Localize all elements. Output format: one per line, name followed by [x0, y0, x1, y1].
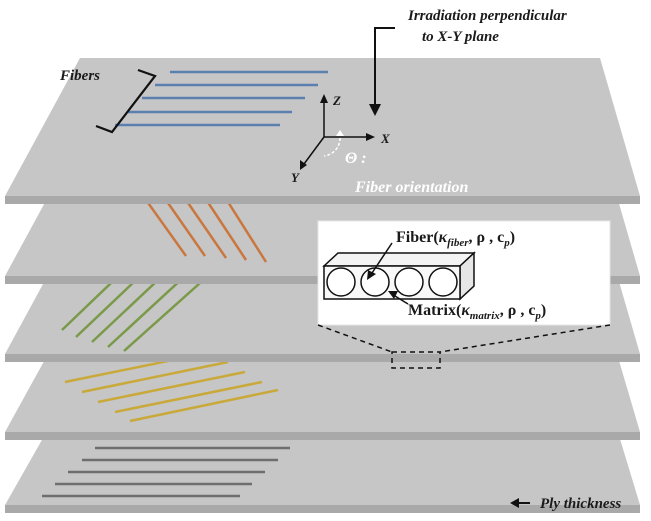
axis-y-arrowhead — [300, 160, 307, 170]
inset-fiber-circles — [326, 267, 458, 297]
axis-x-label: X — [380, 131, 390, 146]
ply-5-fibers — [42, 446, 290, 498]
axis-z-label: Z — [332, 93, 341, 108]
inset-fiber-label: Fiber(κfiber, ρ , cp) — [396, 229, 515, 249]
ply-thickness-arrowhead — [510, 498, 519, 508]
axis-x-arrowhead — [366, 133, 375, 141]
inset-matrix-label: Matrix(κmatrix, ρ , cp) — [408, 302, 546, 322]
fiber-pointer-arrowhead — [367, 270, 376, 280]
fibers-label: Fibers — [59, 68, 100, 84]
irradiation-arrowhead — [369, 104, 381, 116]
ply-1 — [5, 58, 640, 204]
matrix-pointer-arrowhead — [388, 291, 398, 299]
theta-label: Θ : — [345, 150, 367, 167]
axes — [303, 100, 368, 165]
irradiation-label-line1: Irradiation perpendicular — [407, 8, 567, 24]
inset-box-top — [322, 252, 476, 267]
theta-arc-arrowhead — [336, 130, 344, 136]
axis-y-label: Y — [291, 170, 300, 185]
ply-thickness-label: Ply thickness — [540, 496, 621, 512]
inset-callout: Fiber(κfiber, ρ , cp) Matrix(κmatrix, ρ … — [317, 220, 611, 326]
fiber-orientation-label: Fiber orientation — [354, 179, 468, 196]
irradiation-label-line2: to X-Y plane — [422, 29, 499, 45]
irradiation-arrow — [374, 27, 395, 106]
zoom-indicator — [317, 324, 611, 369]
ply-1-fibers — [115, 70, 328, 127]
axis-z-arrowhead — [320, 94, 328, 103]
fibers-bracket — [95, 68, 157, 134]
theta-arc — [323, 137, 341, 157]
